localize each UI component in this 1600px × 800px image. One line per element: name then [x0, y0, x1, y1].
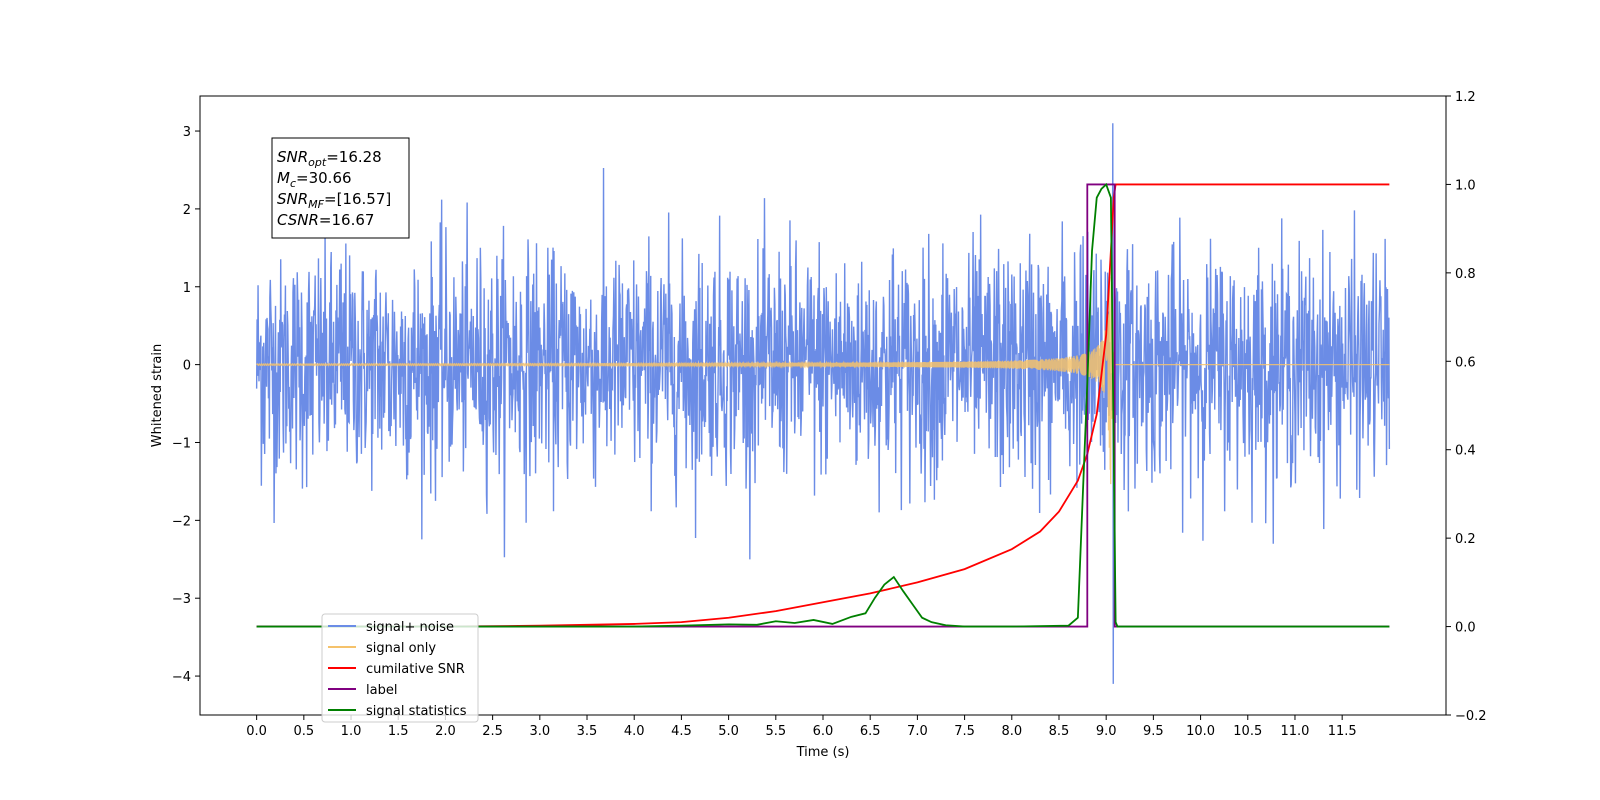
- series-cumulative-snr-line: [256, 183, 1390, 628]
- snr-annotation-box: SNRopt=16.28Mc=30.66SNRMF=[16.57]CSNR=16…: [271, 137, 410, 239]
- plot-area: [255, 123, 1391, 684]
- x-tick-label: 9.5: [1143, 724, 1164, 739]
- x-tick-label: 11.0: [1280, 724, 1309, 739]
- x-tick-label: 7.5: [954, 724, 975, 739]
- series-signal-only-line: [256, 275, 1390, 485]
- y-right-tick-label: 0.6: [1455, 355, 1476, 370]
- y-left-tick-label: −2: [172, 514, 191, 529]
- x-tick-label: 8.5: [1049, 724, 1070, 739]
- x-tick-label: 7.0: [907, 724, 928, 739]
- x-tick-label: 3.0: [529, 724, 550, 739]
- legend-label: signal only: [366, 641, 436, 656]
- legend: signal+ noise signal only cumilative SNR la…: [321, 613, 479, 723]
- x-tick-label: 2.0: [435, 724, 456, 739]
- y-left-tick-label: 1: [183, 281, 191, 296]
- y-right-tick-label: 0.4: [1455, 444, 1476, 459]
- x-axis-label: Time (s): [796, 745, 850, 760]
- x-tick-label: 5.0: [718, 724, 739, 739]
- annotation-line: SNRMF=[16.57]: [277, 190, 391, 211]
- x-tick-label: 4.5: [671, 724, 692, 739]
- legend-label: cumilative SNR: [366, 662, 465, 677]
- annotation-line: CSNR=16.67: [277, 211, 374, 229]
- y-right-tick-label: 1.2: [1455, 90, 1476, 105]
- x-tick-label: 1.5: [388, 724, 409, 739]
- legend-frame: [321, 613, 479, 723]
- y-left-tick-label: 3: [183, 125, 191, 140]
- annotation-line: SNRopt=16.28: [277, 148, 382, 169]
- x-tick-label: 4.0: [624, 724, 645, 739]
- x-tick-label: 9.0: [1096, 724, 1117, 739]
- x-tick-label: 8.0: [1001, 724, 1022, 739]
- y-right-tick-label: 0.2: [1455, 532, 1476, 547]
- y-left-tick-label: −1: [172, 436, 191, 451]
- y-right-tick-label: 0.8: [1455, 267, 1476, 282]
- x-tick-label: 2.5: [482, 724, 503, 739]
- x-tick-label: 0.5: [293, 724, 314, 739]
- y-left-tick-label: −4: [172, 670, 191, 685]
- x-tick-label: 6.5: [860, 724, 881, 739]
- y-left-tick-label: 0: [183, 359, 191, 374]
- y-left-tick-label: 2: [183, 203, 191, 218]
- annotation-line: Mc=30.66: [277, 169, 352, 190]
- series-signal-statistics-line: [256, 182, 1390, 628]
- legend-label: signal+ noise: [366, 620, 454, 635]
- y-axis-label-left: Whitened strain: [150, 344, 165, 447]
- annotation-frame: [271, 137, 410, 239]
- y-right-tick-label: 0.0: [1455, 621, 1476, 636]
- y-left-tick-label: −3: [172, 592, 191, 607]
- x-tick-label: 11.5: [1328, 724, 1357, 739]
- legend-label: label: [366, 683, 397, 698]
- x-tick-label: 0.0: [246, 724, 267, 739]
- x-tick-label: 10.5: [1233, 724, 1262, 739]
- y-right-tick-label: 1.0: [1455, 178, 1476, 193]
- series-signal-noise-line: [255, 123, 1391, 684]
- y-right-tick-label: −0.2: [1455, 709, 1487, 724]
- x-tick-label: 6.0: [813, 724, 834, 739]
- x-tick-label: 10.0: [1186, 724, 1215, 739]
- x-tick-label: 3.5: [577, 724, 598, 739]
- x-tick-label: 5.5: [765, 724, 786, 739]
- x-tick-label: 1.0: [341, 724, 362, 739]
- legend-label: signal statistics: [366, 704, 467, 719]
- axes: 0.0 0.5 1.0 1.5 2.0 2.5 3.0 3.5 4.0 4.5 5.0 5.5 6.0 6…: [172, 90, 1487, 739]
